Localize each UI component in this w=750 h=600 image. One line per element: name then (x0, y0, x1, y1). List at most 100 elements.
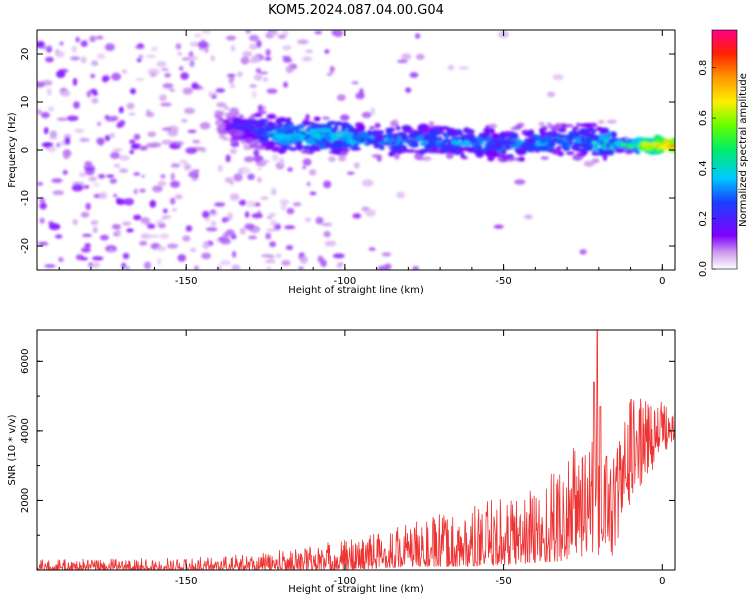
spectrogram-cell (111, 224, 121, 230)
spectrogram-cell (73, 101, 80, 109)
spectrogram-cell (210, 221, 217, 227)
spectrogram-cell (394, 153, 400, 160)
spectrogram-cell (240, 139, 246, 144)
spectrogram-cell (189, 41, 201, 47)
spectrogram-cell (282, 58, 293, 63)
spectrogram-cell (126, 228, 134, 233)
spectrogram-cell (184, 107, 195, 114)
spectrogram-ytick-label: 0 (20, 147, 31, 153)
spectrogram-cell (310, 137, 320, 142)
spectrogram-cell (323, 230, 331, 238)
spectrogram-cell (337, 94, 346, 101)
spectrogram-cell (529, 145, 540, 150)
spectrogram-cell (251, 213, 263, 219)
spectrogram-cell (651, 141, 657, 148)
spectrogram-cell (554, 123, 562, 129)
spectrogram-cell (51, 178, 63, 183)
spectrogram-cell (80, 211, 90, 218)
spectrogram-cell (473, 143, 480, 149)
spectrogram-cell (266, 88, 278, 94)
spectrogram-cell (86, 90, 92, 98)
spectrogram-cell (110, 151, 120, 159)
spectrogram-cell (37, 41, 45, 49)
spectrogram-cell (346, 129, 357, 133)
spectrogram-cell (139, 240, 148, 246)
spectrogram-cell (128, 112, 136, 116)
spectrogram-cell (92, 256, 104, 261)
spectrogram-cell (91, 261, 101, 269)
spectrogram-cell (208, 91, 213, 98)
spectrogram-cell (89, 35, 96, 43)
spectrogram-cell (286, 117, 292, 122)
spectrogram-cell (92, 226, 98, 234)
spectrogram-cell (603, 148, 614, 155)
spectrogram-cell (220, 259, 231, 266)
spectrogram-cell (194, 265, 199, 270)
spectrogram-cell (430, 127, 439, 132)
spectrogram-cell (302, 165, 307, 170)
spectrogram-cell (579, 148, 585, 153)
spectrogram-cell (189, 170, 197, 178)
spectrogram-cell (74, 128, 85, 133)
spectrogram-cell (577, 129, 588, 134)
spectrogram-cell (458, 148, 463, 153)
spectrogram-cell (446, 127, 453, 135)
spectrogram-cell (293, 202, 302, 207)
spectrogram-cell (514, 179, 526, 185)
spectrogram-cell (396, 149, 405, 154)
spectrogram-cell (256, 110, 267, 115)
spectrogram-cell (97, 174, 106, 179)
spectrogram-cell (324, 240, 337, 247)
spectrogram-cell (52, 190, 65, 196)
spectrogram-cell (43, 127, 49, 135)
spectrogram-cell (204, 47, 209, 54)
spectrogram-cell (96, 121, 102, 127)
spectrogram-cell (214, 202, 226, 207)
spectrogram-cell (339, 135, 350, 142)
spectrogram-cell (325, 135, 332, 141)
spectrogram-cell (72, 78, 78, 86)
spectrogram-cell (516, 149, 525, 156)
spectrogram-cell (353, 162, 360, 169)
spectrogram-cell (139, 188, 146, 193)
spectrogram-cell (56, 117, 68, 121)
spectrogram-cell (407, 134, 418, 139)
spectrogram-cell (440, 146, 451, 152)
spectrogram-cell (167, 243, 179, 249)
spectrogram-cell (505, 144, 511, 151)
spectrogram-cell (279, 138, 287, 145)
spectrogram-cell (524, 131, 534, 137)
spectrogram-cell (230, 44, 236, 52)
spectrogram-cell (263, 127, 274, 133)
spectrogram-cell (447, 140, 452, 145)
spectrogram-cell (119, 119, 126, 126)
spectrogram-cell (599, 130, 608, 135)
spectrogram-cell (104, 135, 111, 141)
spectrogram-cell (248, 143, 259, 149)
spectrogram-cell (88, 176, 98, 182)
spectrogram-cell (160, 174, 166, 179)
spectrogram-cell (244, 211, 250, 219)
spectrogram-cell (320, 259, 327, 268)
spectrogram-cell (113, 193, 118, 198)
spectrogram-cell (401, 53, 412, 60)
spectrogram-cell (327, 120, 337, 125)
spectrogram-cell (222, 232, 229, 240)
spectrogram-cell (435, 140, 441, 145)
spectrogram-cell (99, 234, 109, 241)
spectrogram-cell (253, 74, 263, 81)
spectrogram-cell (265, 232, 272, 240)
spectrogram-cell (232, 250, 237, 258)
snr-ytick-label: 2000 (20, 488, 31, 513)
spectrogram-cell (149, 200, 157, 208)
spectrogram-cell (222, 136, 229, 141)
spectrogram-cell (391, 133, 398, 139)
spectrogram-cell (81, 247, 91, 253)
spectrogram-cell (252, 90, 257, 99)
spectrogram-cell (201, 30, 211, 35)
spectrogram-cell (395, 125, 401, 131)
spectrogram-cell (333, 139, 344, 146)
spectrogram-xtick-label: 0 (659, 276, 665, 287)
spectrogram-cell (156, 246, 167, 252)
spectrogram-cell (576, 122, 581, 127)
